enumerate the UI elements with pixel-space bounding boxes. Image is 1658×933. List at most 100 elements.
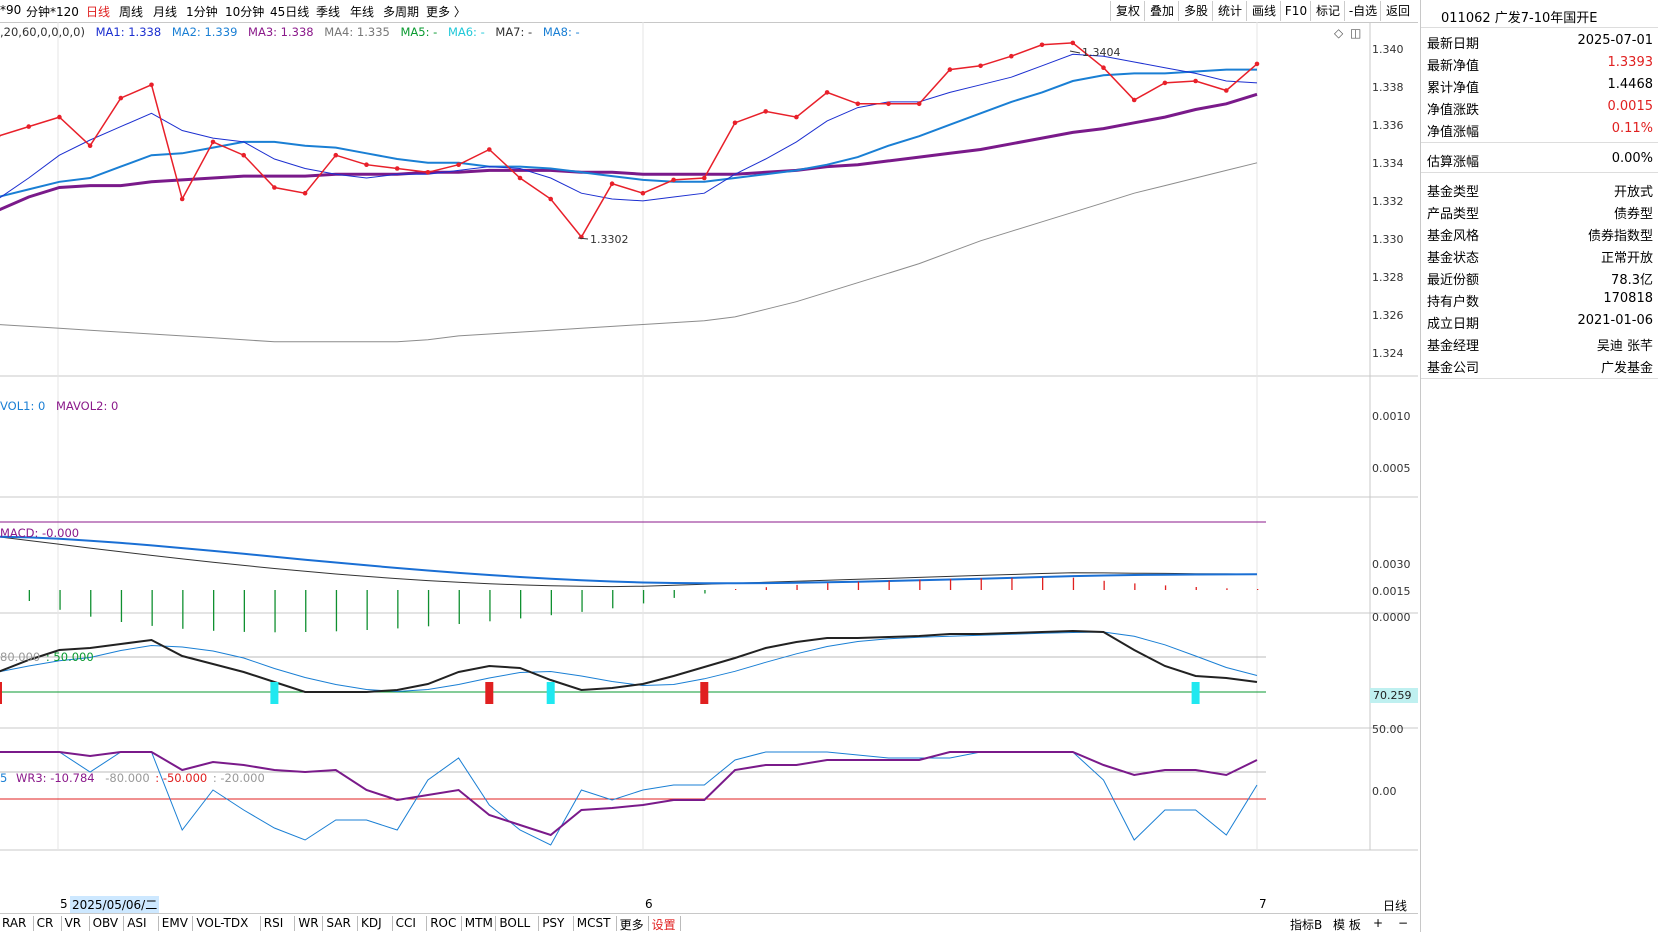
macd-bar xyxy=(182,590,183,629)
nav-point xyxy=(978,64,983,69)
ma8-legend: MA8: - xyxy=(543,25,580,39)
diamond-icon[interactable]: ◇ xyxy=(1334,26,1344,40)
tool-button[interactable]: 画线 xyxy=(1246,1,1281,21)
period-tab[interactable]: 日线 xyxy=(86,3,110,20)
period-tab[interactable]: 45日线 xyxy=(270,3,309,20)
nav-point xyxy=(856,102,861,107)
indicator-control[interactable]: 指标B xyxy=(1290,916,1322,933)
indicator-tab[interactable]: VR xyxy=(65,916,82,930)
price-panel xyxy=(0,41,1259,342)
period-tab[interactable]: 更多 〉 xyxy=(426,3,466,20)
indicator-tab[interactable]: RSI xyxy=(264,916,284,930)
macd-bar xyxy=(367,590,368,630)
indicator-tab[interactable]: ROC xyxy=(430,916,456,930)
wr-legend: 5 WR3: -10.784 -80.000 : -50.000 : -20.0… xyxy=(0,771,272,785)
indicator-tab[interactable]: CR xyxy=(37,916,54,930)
kdj-signal-marker xyxy=(485,682,493,704)
section-divider xyxy=(1421,142,1658,143)
period-tab[interactable]: 季线 xyxy=(316,3,340,20)
nav-point xyxy=(1132,98,1137,103)
fund-info-value: 正常开放 xyxy=(1601,247,1653,266)
panel-toggle-icon[interactable]: ◫ xyxy=(1350,26,1361,40)
macd-bar xyxy=(704,590,705,594)
tool-button[interactable]: 复权 xyxy=(1110,1,1145,21)
macd-bar xyxy=(29,590,30,601)
macd-bar xyxy=(1042,578,1043,591)
period-tab[interactable]: 10分钟 xyxy=(225,3,264,20)
macd-bar xyxy=(59,590,60,610)
kdj-k-line xyxy=(0,631,1257,692)
high-pointer xyxy=(1070,51,1080,53)
date-label-6: 6 xyxy=(645,897,653,911)
tool-button[interactable]: -自选 xyxy=(1344,1,1381,21)
nav-point xyxy=(1101,65,1106,70)
tool-button[interactable]: 叠加 xyxy=(1144,1,1179,21)
indicator-tab[interactable]: RAR xyxy=(2,916,26,930)
fund-info-row: 基金经理吴迪 张芊 xyxy=(1423,332,1657,354)
macd-bar xyxy=(551,590,552,615)
indicator-separator xyxy=(357,916,358,931)
indicator-control[interactable]: + xyxy=(1373,916,1383,930)
indicator-tab[interactable]: ASI xyxy=(127,916,146,930)
tool-button[interactable]: 统计 xyxy=(1212,1,1247,21)
fund-info-row: 基金风格债券指数型 xyxy=(1423,222,1657,244)
cursor-date: 2025/05/06/二 xyxy=(70,896,159,913)
indicator-tab[interactable]: PSY xyxy=(542,916,564,930)
indicator-tab[interactable]: OBV xyxy=(93,916,119,930)
nav-point xyxy=(487,147,492,152)
fund-info-row: 基金公司广发基金 xyxy=(1423,354,1657,376)
nav-point xyxy=(364,162,369,167)
fund-info-row: 基金状态 正常开放 xyxy=(1423,244,1657,266)
indicator-control[interactable]: 模 板 xyxy=(1333,916,1361,933)
price-axis-label: 1.340 xyxy=(1372,43,1412,56)
period-tab[interactable]: 月线 xyxy=(153,3,177,20)
indicator-tab[interactable]: VOL-TDX xyxy=(196,916,248,930)
period-tab[interactable]: 多周期 xyxy=(383,3,419,20)
indicator-tab[interactable]: WR xyxy=(298,916,318,930)
tool-button[interactable]: F10 xyxy=(1280,1,1311,21)
indicator-tab[interactable]: KDJ xyxy=(361,916,382,930)
macd-bar xyxy=(919,580,920,590)
indicator-tab[interactable]: CCI xyxy=(396,916,416,930)
indicator-tab[interactable]: SAR xyxy=(326,916,350,930)
nav-point xyxy=(763,109,768,114)
fund-info-key: 基金状态 xyxy=(1427,247,1479,266)
wr-legend-b: -80.000 xyxy=(105,771,149,785)
nav-point xyxy=(548,197,553,202)
indicator-tab[interactable]: MCST xyxy=(577,916,611,930)
macd-bar xyxy=(213,590,214,631)
indicator-tab[interactable]: MTM xyxy=(465,916,493,930)
fund-info-value: 吴迪 张芊 xyxy=(1597,335,1653,354)
mavol2-legend: MAVOL2: 0 xyxy=(56,399,118,413)
tool-button[interactable]: 标记 xyxy=(1310,1,1345,21)
indicator-tab[interactable]: EMV xyxy=(162,916,188,930)
kdj-signal-marker xyxy=(270,682,278,704)
period-tab[interactable]: 年线 xyxy=(350,3,374,20)
period-tab[interactable]: 1分钟 xyxy=(186,3,218,20)
indicator-tab[interactable]: 更多 xyxy=(620,916,644,933)
period-tab[interactable]: *90 xyxy=(0,3,21,17)
kdj-signal-marker xyxy=(0,682,2,704)
indicator-tab[interactable]: BOLL xyxy=(499,916,530,930)
indicator-tab[interactable]: 设置 xyxy=(652,916,676,933)
nav-point xyxy=(334,153,339,158)
period-indicator[interactable]: 日线 xyxy=(1383,897,1407,914)
macd-dif-line xyxy=(0,537,1257,587)
tool-button[interactable]: 多股 xyxy=(1178,1,1213,21)
fund-info-key: 净值涨幅 xyxy=(1427,121,1479,140)
macd-bar xyxy=(1104,581,1105,590)
wr-panel xyxy=(0,752,1266,845)
indicator-control[interactable]: − xyxy=(1398,916,1408,930)
wr-legend-d: : -20.000 xyxy=(213,771,265,785)
nav-point xyxy=(272,185,277,190)
period-tab[interactable]: 分钟*120 xyxy=(26,3,79,20)
period-tab[interactable]: 周线 xyxy=(119,3,143,20)
ma3-legend: MA3: 1.338 xyxy=(248,25,314,39)
tool-button[interactable]: 返回 xyxy=(1380,1,1415,21)
